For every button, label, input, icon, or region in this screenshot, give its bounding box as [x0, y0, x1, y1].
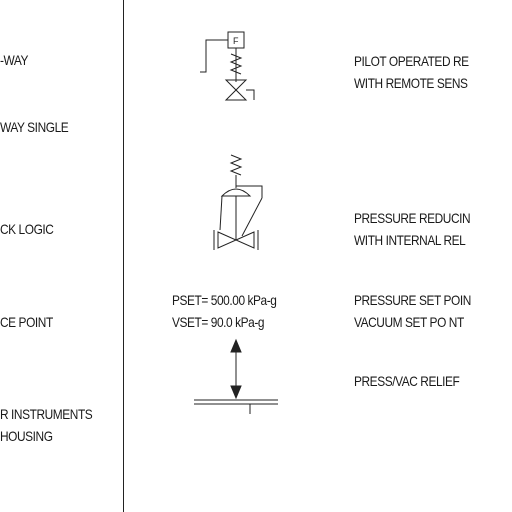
column-divider [123, 0, 124, 512]
left-label-housing: HOUSING [0, 428, 53, 444]
relief-arrow-up [230, 338, 242, 353]
desc-relief-line1: PRESS/VAC RELIEF [354, 373, 460, 389]
prv-valve-right [234, 231, 255, 249]
pilot-valve-lower [224, 89, 248, 101]
desc-pilot-line2: WITH REMOTE SENS [354, 75, 468, 91]
remote-sense-line [200, 39, 228, 73]
prv-diaphragm [220, 188, 252, 197]
pset-annotation: PSET= 500.00 kPa-g [172, 292, 277, 308]
left-label-way-single: WAY SINGLE [0, 119, 69, 135]
prv-sense-line-top [236, 185, 263, 198]
prv-valve-left [217, 231, 238, 249]
left-label-lock-logic: CK LOGIC [0, 221, 54, 237]
pilot-valve-upper [224, 79, 248, 91]
press-vac-relief-symbol [194, 338, 278, 414]
left-label-instruments: R INSTRUMENTS [0, 406, 93, 422]
pilot-operated-valve-symbol: F [200, 31, 255, 101]
pilot-box-letter: F [233, 36, 239, 46]
desc-reducing-line1: PRESSURE REDUCIN [354, 210, 471, 226]
relief-arrow-down [230, 385, 242, 400]
vset-annotation: VSET= 90.0 kPa-g [172, 314, 265, 330]
pilot-spring [229, 53, 243, 75]
desc-reducing-line2: WITH INTERNAL REL [354, 232, 466, 248]
left-label-reference-point: CE POINT [0, 314, 53, 330]
desc-setpoint-line1: PRESSURE SET POIN [354, 292, 471, 308]
desc-pilot-line1: PILOT OPERATED RE [354, 53, 469, 69]
pressure-reducing-valve-symbol [213, 154, 263, 250]
left-label-way: -WAY [0, 52, 29, 68]
prv-left-guide [219, 195, 223, 231]
prv-sense-line-diagonal [241, 197, 263, 237]
desc-setpoint-line2: VACUUM SET PO NT [354, 314, 464, 330]
pilot-outlet-line [246, 89, 255, 100]
prv-spring [229, 154, 243, 176]
